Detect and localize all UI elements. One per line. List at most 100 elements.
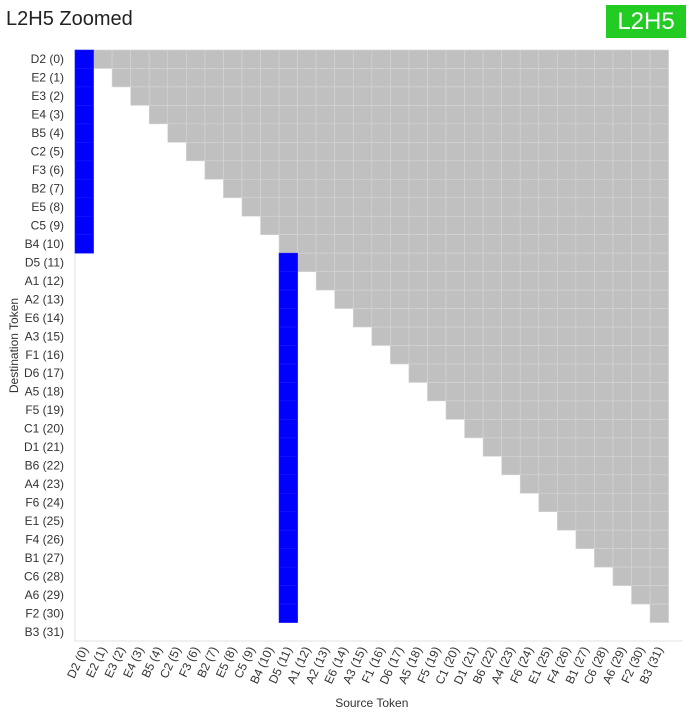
masked-cell	[519, 419, 540, 439]
masked-cell	[390, 215, 410, 235]
masked-cell	[538, 345, 558, 365]
masked-cell	[556, 474, 577, 494]
masked-cell	[538, 123, 558, 143]
masked-cell	[390, 86, 410, 106]
masked-cell	[445, 363, 465, 383]
masked-cell	[130, 49, 150, 69]
masked-cell	[408, 178, 428, 199]
masked-cell	[612, 566, 632, 586]
masked-cell	[204, 105, 224, 125]
masked-cell	[575, 511, 595, 531]
attention-cell	[278, 419, 298, 439]
masked-cell	[612, 308, 632, 328]
masked-cell	[538, 326, 558, 346]
masked-cell	[482, 345, 502, 365]
attention-cell	[74, 68, 94, 88]
masked-cell	[612, 437, 632, 457]
masked-cell	[649, 456, 669, 476]
masked-cell	[427, 234, 447, 254]
masked-cell	[352, 160, 373, 180]
masked-cell	[594, 363, 614, 383]
masked-cell	[334, 215, 354, 235]
masked-cell	[649, 123, 669, 143]
masked-cell	[649, 382, 669, 402]
masked-cell	[445, 345, 465, 365]
y-tick-label: E2 (1)	[31, 71, 64, 85]
masked-cell	[482, 68, 502, 88]
masked-cell	[649, 215, 669, 235]
masked-cell	[519, 178, 540, 199]
masked-cell	[575, 456, 595, 476]
masked-cell	[519, 160, 540, 180]
y-tick-label: F5 (19)	[25, 403, 64, 417]
masked-cell	[241, 160, 261, 180]
masked-cell	[594, 160, 614, 180]
masked-cell	[371, 105, 391, 125]
masked-cell	[334, 289, 354, 309]
masked-cell	[575, 474, 595, 494]
y-tick-label: E5 (8)	[31, 200, 64, 214]
masked-cell	[501, 123, 521, 143]
masked-cell	[556, 511, 577, 531]
y-tick-label: D2 (0)	[31, 52, 64, 66]
masked-cell	[93, 49, 113, 69]
masked-cell	[501, 197, 521, 217]
masked-cell	[371, 271, 391, 291]
masked-cell	[445, 308, 465, 328]
masked-cell	[556, 105, 577, 125]
masked-cell	[482, 234, 502, 254]
masked-cell	[427, 123, 447, 143]
masked-cell	[204, 142, 224, 162]
masked-cell	[575, 271, 595, 291]
masked-cell	[594, 271, 614, 291]
masked-cell	[575, 105, 595, 125]
masked-cell	[315, 105, 335, 125]
masked-cell	[371, 197, 391, 217]
masked-cell	[223, 68, 243, 88]
y-tick-label: B5 (4)	[31, 126, 64, 140]
masked-cell	[631, 363, 651, 383]
y-tick-label: E6 (14)	[25, 311, 64, 325]
masked-cell	[223, 123, 243, 143]
masked-cell	[408, 308, 428, 328]
masked-cell	[371, 123, 391, 143]
masked-cell	[390, 178, 410, 199]
masked-cell	[612, 105, 632, 125]
masked-cell	[186, 86, 206, 106]
masked-cell	[148, 49, 169, 69]
masked-cell	[631, 548, 651, 568]
masked-cell	[556, 308, 577, 328]
masked-cell	[594, 474, 614, 494]
masked-cell	[427, 160, 447, 180]
attention-cell	[278, 252, 298, 272]
masked-cell	[631, 529, 651, 549]
masked-cell	[612, 49, 632, 69]
masked-cell	[594, 215, 614, 235]
masked-cell	[649, 142, 669, 162]
masked-cell	[464, 160, 484, 180]
masked-cell	[556, 400, 577, 420]
masked-cell	[631, 215, 651, 235]
masked-cell	[538, 492, 558, 513]
y-tick-label: A2 (13)	[25, 292, 64, 306]
masked-cell	[519, 86, 540, 106]
masked-cell	[631, 271, 651, 291]
y-tick-label: D6 (17)	[24, 366, 64, 380]
masked-cell	[631, 142, 651, 162]
masked-cell	[278, 234, 298, 254]
masked-cell	[538, 178, 558, 199]
masked-cell	[631, 437, 651, 457]
masked-cell	[501, 271, 521, 291]
y-tick-label: D5 (11)	[25, 255, 64, 269]
masked-cell	[612, 492, 632, 513]
masked-cell	[519, 252, 540, 272]
masked-cell	[649, 178, 669, 199]
masked-cell	[575, 437, 595, 457]
attention-cell	[278, 437, 298, 457]
y-tick-label: F4 (26)	[25, 532, 64, 546]
masked-cell	[594, 326, 614, 346]
masked-cell	[556, 86, 577, 106]
masked-cell	[315, 178, 335, 199]
masked-cell	[575, 86, 595, 106]
masked-cell	[390, 271, 410, 291]
